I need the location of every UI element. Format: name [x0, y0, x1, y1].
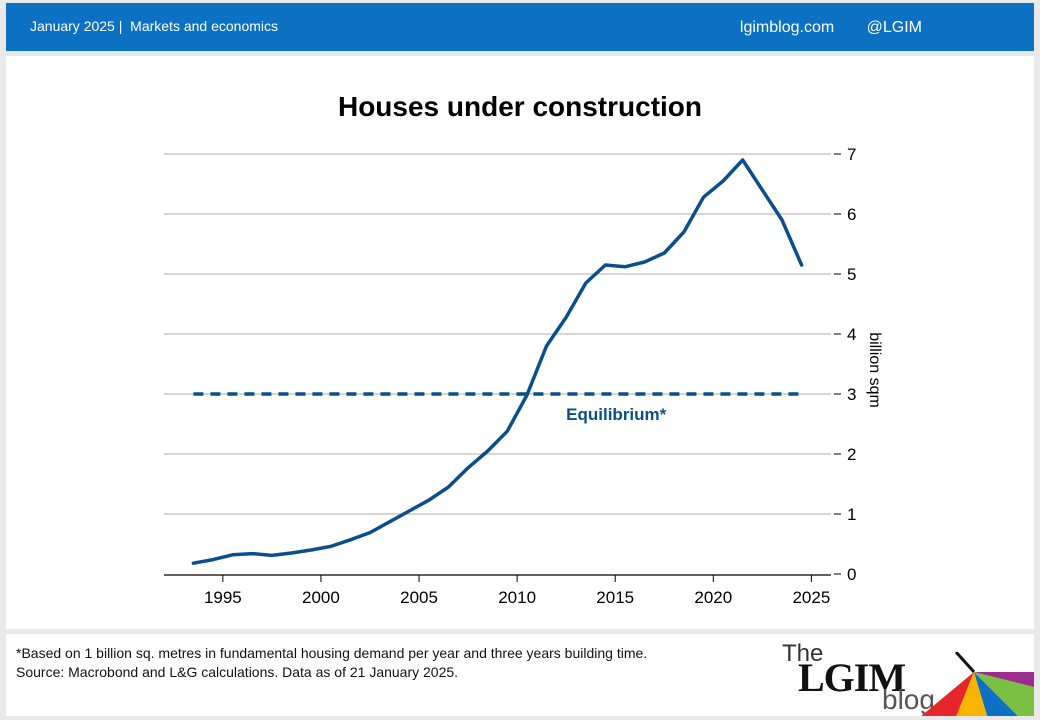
y-axis: 0 1 2 3 4 5 6 7 — [834, 145, 856, 584]
x-tick-label: 2000 — [302, 588, 340, 607]
logo-blog: blog — [882, 684, 935, 715]
x-tick-label: 2020 — [694, 588, 732, 607]
x-tick-label: 2025 — [792, 588, 830, 607]
header-date: January 2025 — [30, 18, 115, 34]
footnote: *Based on 1 billion sq. metres in fundam… — [16, 644, 647, 682]
footer: *Based on 1 billion sq. metres in fundam… — [6, 634, 1034, 716]
x-tick-label: 2010 — [498, 588, 536, 607]
umbrella-icon — [921, 652, 1034, 716]
y-tick-label: 0 — [847, 565, 856, 584]
chart-title: Houses under construction — [338, 91, 702, 122]
footnote-note: *Based on 1 billion sq. metres in fundam… — [16, 645, 648, 661]
grid-lines — [164, 153, 831, 515]
x-axis: 1995 2000 2005 2010 2015 2020 2025 — [164, 574, 831, 607]
header-section: Markets and economics — [130, 18, 278, 34]
series-line — [191, 158, 804, 565]
header-bar: January 2025 | Markets and economics lgi… — [6, 3, 1034, 51]
header-left: January 2025 | Markets and economics — [30, 18, 278, 34]
y-tick-label: 7 — [847, 145, 856, 164]
footnote-source: Source: Macrobond and L&G calculations. … — [16, 664, 459, 680]
chart-panel: Houses under construction Equilibrium* 1… — [6, 56, 1034, 629]
y-tick-label: 2 — [847, 445, 856, 464]
x-tick-label: 2015 — [596, 588, 634, 607]
line-chart: Houses under construction Equilibrium* 1… — [164, 91, 883, 607]
series-group — [191, 158, 804, 565]
y-tick-label: 4 — [847, 325, 856, 344]
lgim-blog-logo: The LGIM blog — [782, 638, 942, 716]
twitter-handle-link[interactable]: @LGIM — [866, 19, 922, 36]
site-link[interactable]: lgimblog.com — [739, 19, 835, 36]
y-tick-label: 1 — [847, 505, 856, 524]
equilibrium-group: Equilibrium* — [193, 392, 802, 424]
y-tick-label: 6 — [847, 205, 856, 224]
y-axis-label: billion sqm — [866, 332, 883, 408]
x-tick-label: 2005 — [400, 588, 438, 607]
header-right: lgimblog.com @LGIM — [712, 19, 922, 37]
y-tick-label: 5 — [847, 265, 856, 284]
logo-the: The — [782, 640, 824, 667]
equilibrium-label: Equilibrium* — [566, 405, 667, 424]
x-tick-label: 1995 — [204, 588, 242, 607]
y-tick-label: 3 — [847, 385, 856, 404]
logo-lgim: LGIM — [798, 655, 906, 700]
